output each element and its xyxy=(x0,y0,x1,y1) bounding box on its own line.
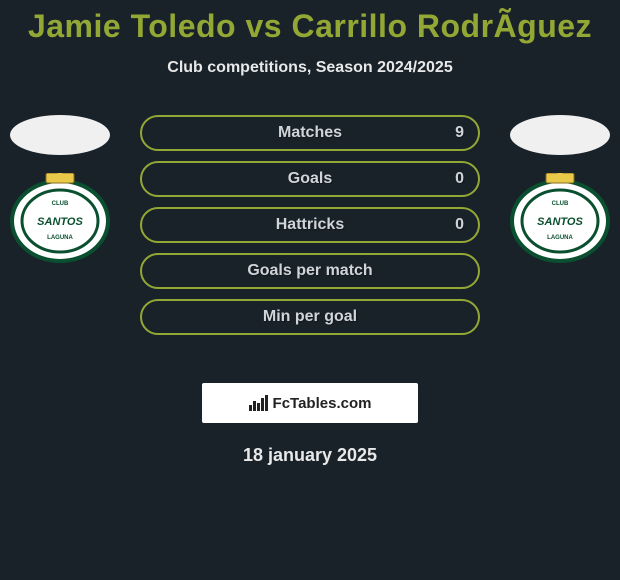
bar-chart-icon xyxy=(249,395,269,411)
stat-row-min-per-goal: Min per goal xyxy=(140,299,480,335)
stat-label: Goals xyxy=(288,170,332,188)
svg-text:LAGUNA: LAGUNA xyxy=(547,235,573,241)
stat-label: Hattricks xyxy=(276,216,344,234)
stat-label: Goals per match xyxy=(247,262,372,280)
svg-text:CLUB: CLUB xyxy=(52,201,69,207)
comparison-area: CLUB SANTOS LAGUNA CLUB SANTOS LAGUNA Ma… xyxy=(0,115,620,375)
svg-text:LAGUNA: LAGUNA xyxy=(47,235,73,241)
page-title: Jamie Toledo vs Carrillo RodrÃ­guez xyxy=(0,0,620,45)
svg-text:SANTOS: SANTOS xyxy=(537,216,583,228)
date-text: 18 january 2025 xyxy=(0,445,620,466)
attribution-text: FcTables.com xyxy=(273,395,372,412)
stat-value: 0 xyxy=(455,216,464,234)
santos-badge-icon: CLUB SANTOS LAGUNA xyxy=(510,173,610,263)
player-right-club-badge: CLUB SANTOS LAGUNA xyxy=(510,173,610,263)
stats-list: Matches 9 Goals 0 Hattricks 0 Goals per … xyxy=(140,115,480,345)
player-right-flag xyxy=(510,115,610,155)
santos-badge-icon: CLUB SANTOS LAGUNA xyxy=(10,173,110,263)
svg-text:SANTOS: SANTOS xyxy=(37,216,83,228)
stat-row-hattricks: Hattricks 0 xyxy=(140,207,480,243)
stat-row-goals: Goals 0 xyxy=(140,161,480,197)
player-left-club-badge: CLUB SANTOS LAGUNA xyxy=(10,173,110,263)
stat-value: 9 xyxy=(455,124,464,142)
stat-label: Matches xyxy=(278,124,342,142)
stat-value: 0 xyxy=(455,170,464,188)
attribution-badge: FcTables.com xyxy=(202,383,418,423)
stat-row-matches: Matches 9 xyxy=(140,115,480,151)
stat-row-goals-per-match: Goals per match xyxy=(140,253,480,289)
stat-label: Min per goal xyxy=(263,308,357,326)
svg-text:CLUB: CLUB xyxy=(552,201,569,207)
player-left-flag xyxy=(10,115,110,155)
subtitle: Club competitions, Season 2024/2025 xyxy=(0,59,620,77)
